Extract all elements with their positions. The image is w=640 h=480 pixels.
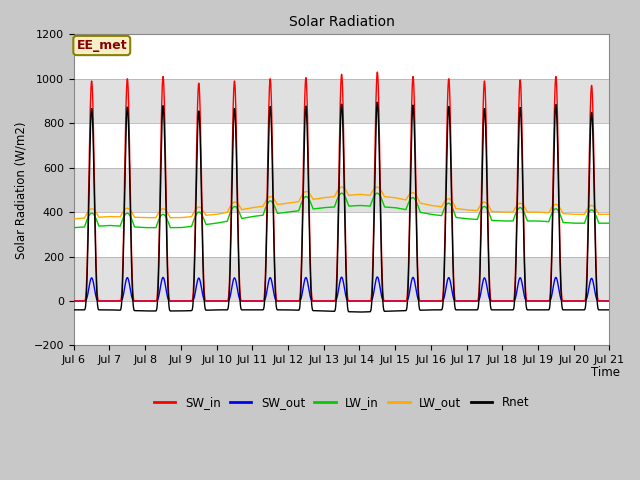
Y-axis label: Solar Radiation (W/m2): Solar Radiation (W/m2) [15, 121, 28, 259]
Bar [74, 35, 609, 79]
Bar [74, 123, 609, 168]
Bar [74, 301, 609, 346]
Bar [74, 168, 609, 212]
Bar [74, 79, 609, 123]
Bar [74, 212, 609, 256]
Bar [74, 256, 609, 301]
X-axis label: Time: Time [591, 366, 620, 379]
Text: EE_met: EE_met [76, 39, 127, 52]
Legend: SW_in, SW_out, LW_in, LW_out, Rnet: SW_in, SW_out, LW_in, LW_out, Rnet [150, 392, 534, 414]
Title: Solar Radiation: Solar Radiation [289, 15, 394, 29]
